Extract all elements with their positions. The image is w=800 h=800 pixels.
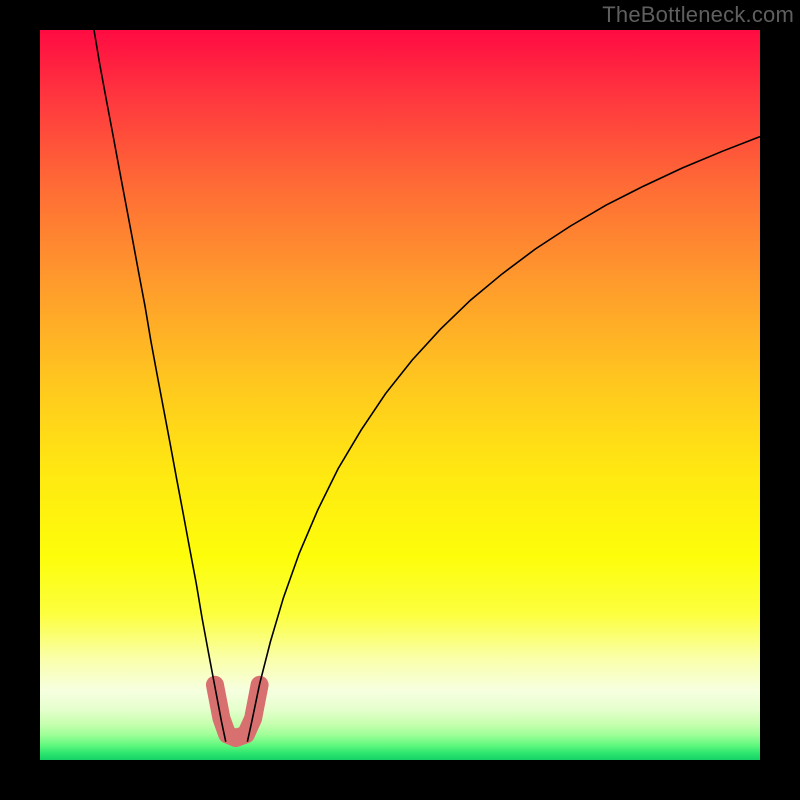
curve-right	[247, 137, 760, 742]
plot-area	[40, 30, 760, 760]
watermark-text: TheBottleneck.com	[602, 2, 794, 28]
highlight-u-shape	[215, 685, 260, 738]
curves-layer	[40, 30, 760, 760]
chart-frame: TheBottleneck.com	[0, 0, 800, 800]
curve-left	[94, 30, 226, 742]
